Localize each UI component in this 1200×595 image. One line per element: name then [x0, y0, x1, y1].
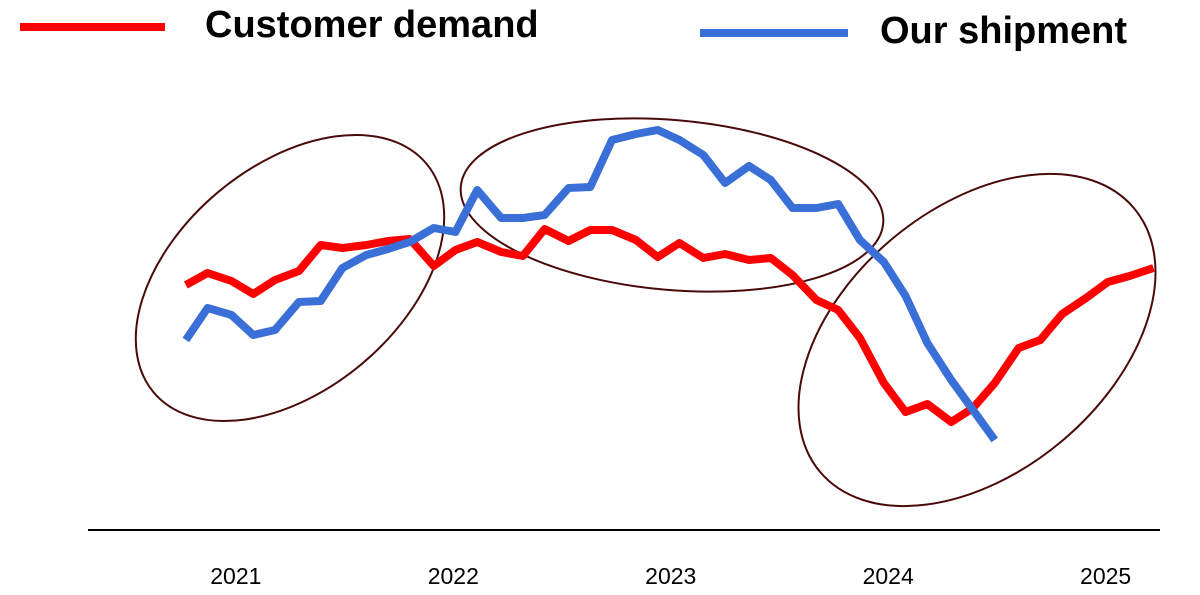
legend-label: Our shipment — [880, 10, 1127, 52]
x-tick-label: 2025 — [1080, 563, 1131, 589]
x-tick-label: 2021 — [210, 563, 261, 589]
x-tick-label: 2022 — [428, 563, 479, 589]
annotation-ellipse — [797, 172, 1157, 508]
x-tick-label: 2023 — [645, 563, 696, 589]
annotation-ellipse — [459, 117, 885, 293]
line-series — [183, 225, 1155, 426]
legend-label: Customer demand — [205, 4, 539, 46]
annotation-ellipse — [134, 133, 446, 423]
line-series — [182, 126, 998, 443]
x-tick-label: 2024 — [863, 563, 914, 589]
